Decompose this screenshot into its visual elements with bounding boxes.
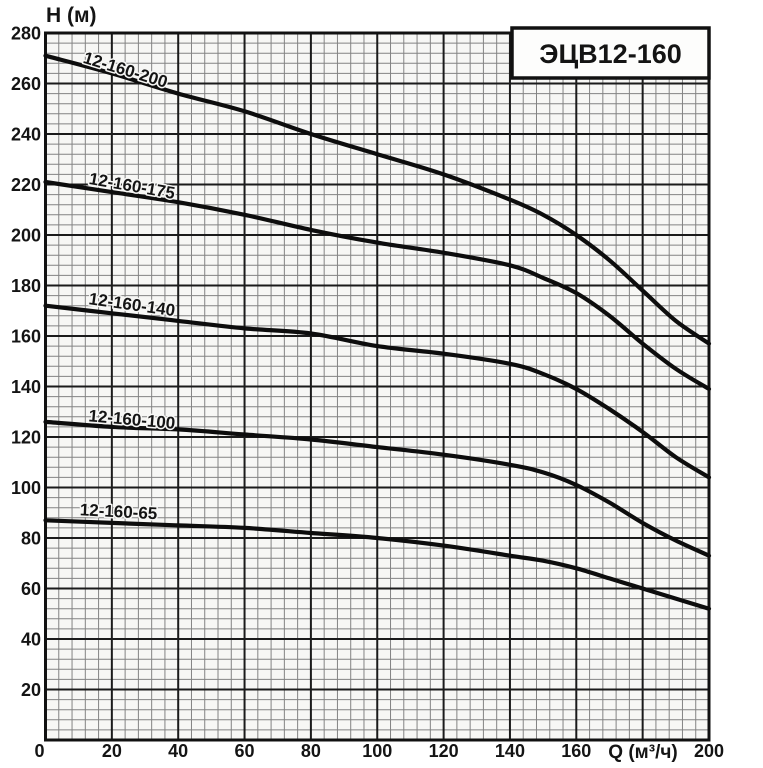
y-tick-label-140: 140: [11, 377, 41, 397]
x-tick-label-140: 140: [495, 741, 525, 761]
x-tick-label-20: 20: [102, 741, 122, 761]
x-tick-label-160: 160: [561, 741, 591, 761]
curve-12-160-200: [43, 53, 712, 346]
curve-12-160-175: [43, 179, 712, 392]
title-box: ЭЦВ12-160: [510, 26, 711, 80]
chart-title: ЭЦВ12-160: [539, 39, 682, 69]
x-tick-label-200: 200: [694, 741, 724, 761]
y-tick-label-160: 160: [11, 327, 41, 347]
x-tick-label-0: 0: [34, 741, 44, 761]
y-tick-label-120: 120: [11, 428, 41, 448]
plot-border: [44, 31, 711, 742]
x-tick-label-120: 120: [429, 741, 459, 761]
x-tick-label-100: 100: [362, 741, 392, 761]
title-box-frame: [510, 26, 711, 80]
x-axis-tick-labels: 0 20 40 60 80 100 120 140 160 200: [34, 741, 724, 761]
x-axis-label: Q (м³/ч): [608, 742, 677, 763]
y-tick-label-80: 80: [21, 529, 41, 549]
y-tick-label-40: 40: [21, 630, 41, 650]
curve-12-160-100: [43, 419, 712, 558]
y-tick-label-280: 280: [11, 24, 41, 44]
y-tick-label-200: 200: [11, 226, 41, 246]
x-tick-label-60: 60: [235, 741, 255, 761]
y-tick-label-20: 20: [21, 680, 41, 700]
grid-major-lines: [45, 33, 709, 740]
curve-12-160-65: [43, 518, 712, 611]
curve-label-12-160-65: 12-160-65: [79, 500, 157, 523]
y-tick-label-220: 220: [11, 175, 41, 195]
y-tick-label-180: 180: [11, 276, 41, 296]
y-tick-label-60: 60: [21, 579, 41, 599]
pump-curves: [43, 53, 712, 611]
y-tick-label-260: 260: [11, 74, 41, 94]
y-tick-label-240: 240: [11, 125, 41, 145]
x-tick-label-80: 80: [301, 741, 321, 761]
x-tick-label-40: 40: [168, 741, 188, 761]
y-axis-label: Н (м): [46, 4, 97, 27]
y-axis-tick-labels: 20 40 60 80 100 120 140 160 180 200 220 240 260 280: [11, 24, 41, 701]
y-tick-label-100: 100: [11, 478, 41, 498]
curve-12-160-140: [43, 303, 712, 480]
